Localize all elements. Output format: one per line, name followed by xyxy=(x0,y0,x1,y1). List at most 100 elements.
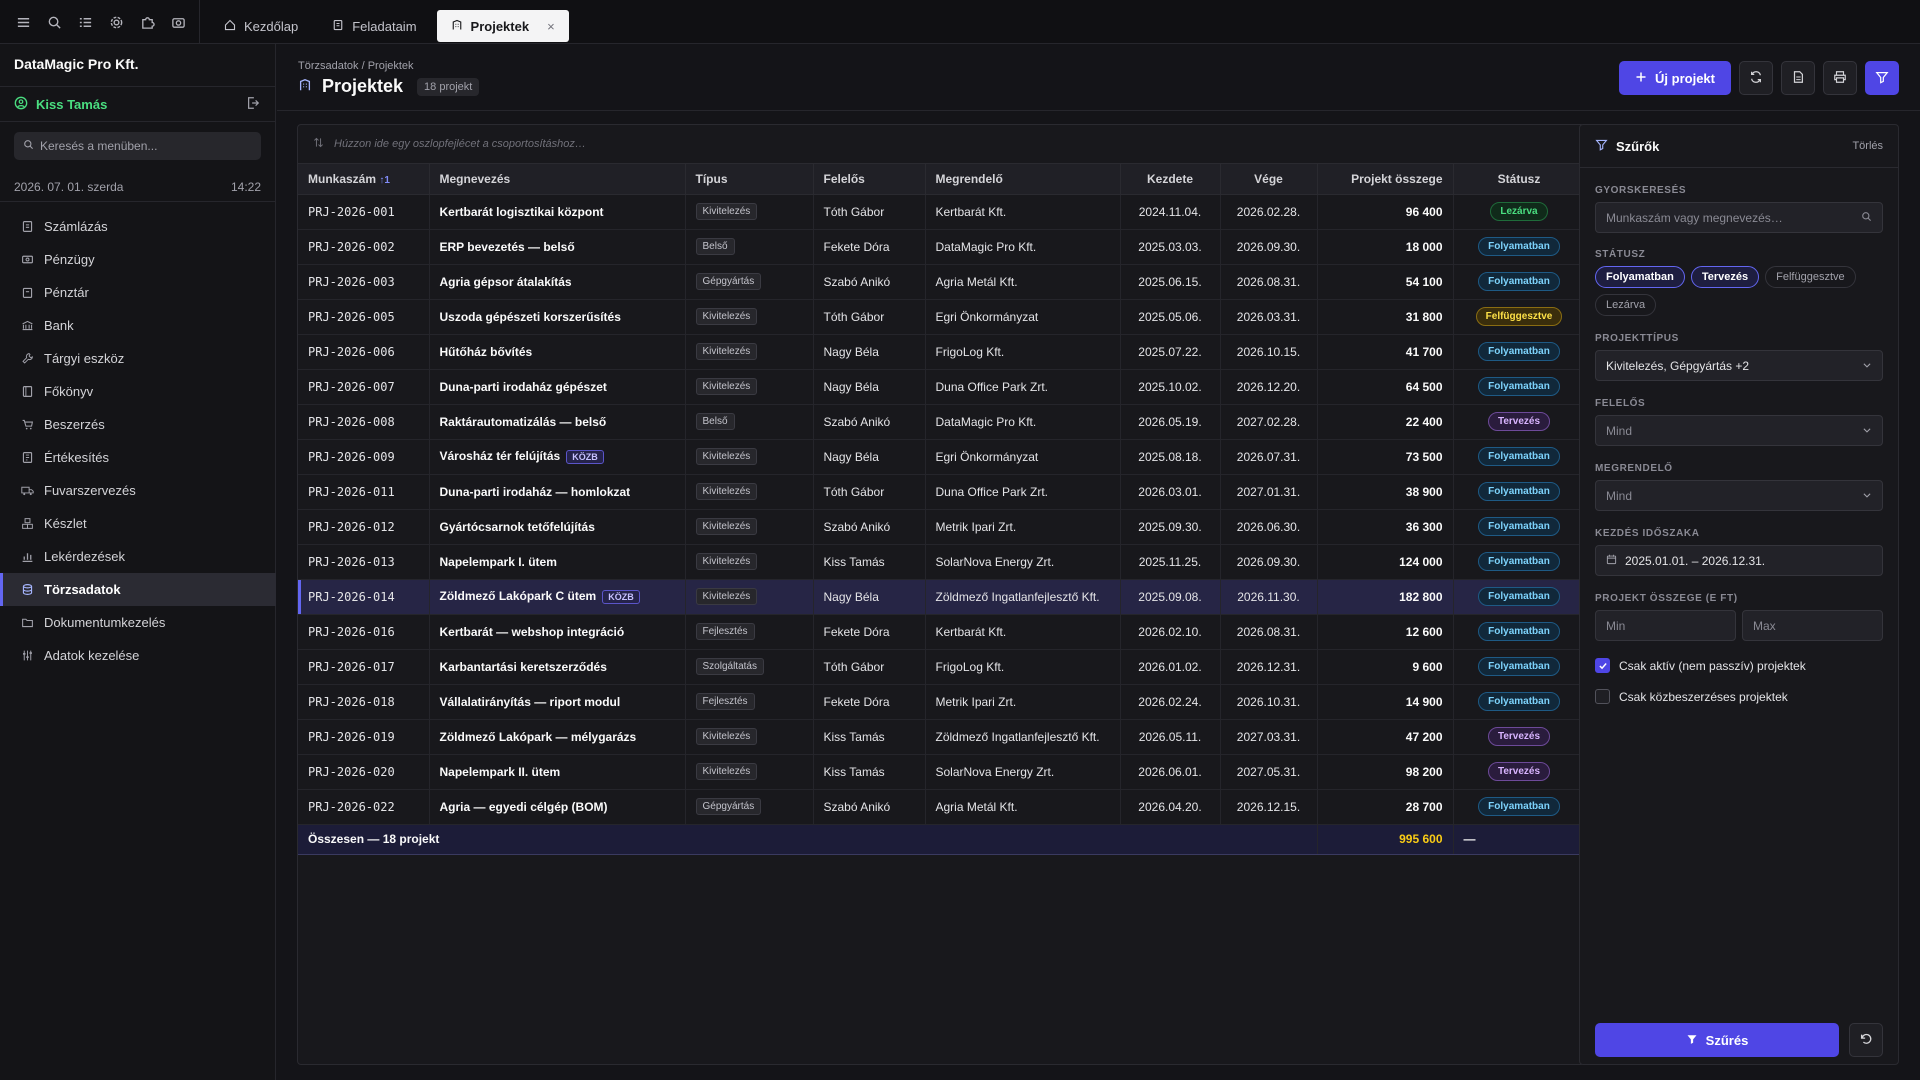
column-header-statusz[interactable]: Státusz xyxy=(1453,164,1584,195)
sales-icon xyxy=(20,451,34,465)
column-header-megrendelo[interactable]: Megrendelő xyxy=(925,164,1121,195)
filter-icon xyxy=(1875,70,1889,87)
status-chip-lezarva[interactable]: Lezárva xyxy=(1595,294,1657,316)
column-header-tipus[interactable]: Típus xyxy=(685,164,814,195)
client-select[interactable]: Mind xyxy=(1595,480,1883,511)
new-project-button[interactable]: Új projekt xyxy=(1619,61,1731,95)
sort-indicator: ↑1 xyxy=(379,174,390,186)
table-row[interactable]: PRJ-2026-011 Duna-parti irodaház — homlok… xyxy=(298,474,1584,510)
table-row[interactable]: PRJ-2026-005 Uszoda gépészeti korszerűsít… xyxy=(298,299,1584,335)
sidebar-item-szamlazas[interactable]: Számlázás xyxy=(0,210,276,243)
sidebar-item-keszlet[interactable]: Készlet xyxy=(0,507,276,540)
active-only-checkbox[interactable]: Csak aktív (nem passzív) projektek xyxy=(1595,658,1806,673)
tab-projektek[interactable]: Projektek × xyxy=(436,10,569,42)
column-header-kezdete[interactable]: Kezdete xyxy=(1120,164,1221,195)
owner-value: Mind xyxy=(1606,423,1633,438)
sidebar-item-fokonyv[interactable]: Főkönyv xyxy=(0,375,276,408)
table-row[interactable]: PRJ-2026-013 Napelempark I. ütem Kivitelez… xyxy=(298,544,1584,580)
camera-icon[interactable] xyxy=(169,13,187,31)
sidebar-item-lekerdezesek[interactable]: Lekérdezések xyxy=(0,540,276,573)
filter-toggle-button[interactable] xyxy=(1865,61,1899,95)
new-project-label: Új projekt xyxy=(1655,70,1715,86)
cell-vege: 2026.10.31. xyxy=(1220,684,1318,720)
column-header-megnevezes[interactable]: Megnevezés xyxy=(429,164,686,195)
reset-filter-button[interactable] xyxy=(1849,1023,1883,1057)
cell-megnevezes: Uszoda gépészeti korszerűsítés xyxy=(429,299,686,335)
table-row[interactable]: PRJ-2026-008 Raktárautomatizálás — belső B… xyxy=(298,404,1584,440)
clear-filters-link[interactable]: Törlés xyxy=(1852,140,1883,152)
menu-search-input[interactable]: Keresés a menüben... xyxy=(14,132,261,160)
apply-filter-button[interactable]: Szűrés xyxy=(1595,1023,1839,1057)
cell-projekt-osszege: 28 700 xyxy=(1317,789,1454,825)
cell-kezdete: 2024.11.04. xyxy=(1120,194,1221,230)
checklist-icon[interactable] xyxy=(76,13,94,31)
sidebar-item-beszerzes[interactable]: Beszerzés xyxy=(0,408,276,441)
group-panel[interactable]: Húzzon ide egy oszlopfejlécet a csoporto… xyxy=(298,125,1584,164)
checkbox-checked[interactable] xyxy=(1595,658,1610,673)
column-header-vege[interactable]: Vége xyxy=(1220,164,1318,195)
table-row[interactable]: PRJ-2026-014 Zöldmező Lakópark C ütem KÖZB… xyxy=(298,579,1584,615)
owner-select[interactable]: Mind xyxy=(1595,415,1883,446)
menu-icon[interactable] xyxy=(14,13,32,31)
gear-icon[interactable] xyxy=(107,13,125,31)
export-button[interactable] xyxy=(1781,61,1815,95)
home-icon xyxy=(224,19,236,34)
print-button[interactable] xyxy=(1823,61,1857,95)
count-badge: 18 projekt xyxy=(417,77,480,96)
column-header-munkaszam[interactable]: Munkaszám ↑1 xyxy=(298,164,430,195)
search-icon[interactable] xyxy=(45,13,63,31)
table-row[interactable]: PRJ-2026-006 Hűtőház bővítés Kivitelezés Na… xyxy=(298,334,1584,370)
public-only-checkbox[interactable]: Csak közbeszerzéses projektek xyxy=(1595,689,1788,704)
table-row[interactable]: PRJ-2026-022 Agria — egyedi célgép (BOM) G… xyxy=(298,789,1584,825)
checkbox-unchecked[interactable] xyxy=(1595,689,1610,704)
sidebar-item-targyi-eszkoz[interactable]: Tárgyi eszköz xyxy=(0,342,276,375)
close-tab-icon[interactable]: × xyxy=(547,18,555,34)
table-row[interactable]: PRJ-2026-003 Agria gépsor átalakítás Gépgy… xyxy=(298,264,1584,300)
amount-max-input[interactable]: Max xyxy=(1742,610,1883,641)
cell-vege: 2027.01.31. xyxy=(1220,474,1318,510)
table-row[interactable]: PRJ-2026-002 ERP bevezetés — belső Belső Fe… xyxy=(298,229,1584,265)
sidebar-item-penztar[interactable]: Pénztár xyxy=(0,276,276,309)
cell-megnevezes: Kertbarát — webshop integráció xyxy=(429,614,686,650)
ledger-icon xyxy=(20,385,34,399)
column-header-felelos[interactable]: Felelős xyxy=(813,164,926,195)
cell-projekt-osszege: 64 500 xyxy=(1317,369,1454,405)
sidebar-item-fuvarszervezes[interactable]: Fuvarszervezés xyxy=(0,474,276,507)
cell-projekt-osszege: 73 500 xyxy=(1317,439,1454,475)
sidebar-item-adatok-kezelese[interactable]: Adatok kezelése xyxy=(0,639,276,672)
puzzle-icon[interactable] xyxy=(138,13,156,31)
current-user[interactable]: Kiss Tamás xyxy=(14,96,107,113)
search-placeholder: Keresés a menüben... xyxy=(40,139,158,153)
table-row[interactable]: PRJ-2026-007 Duna-parti irodaház gépészet… xyxy=(298,369,1584,405)
refresh-button[interactable] xyxy=(1739,61,1773,95)
tab-kezdolap[interactable]: Kezdőlap xyxy=(210,10,312,42)
period-input[interactable]: 2025.01.01. – 2026.12.31. xyxy=(1595,545,1883,576)
sidebar-item-penzugy[interactable]: Pénzügy xyxy=(0,243,276,276)
table-row[interactable]: PRJ-2026-018 Vállalatirányítás — riport m… xyxy=(298,684,1584,720)
table-row[interactable]: PRJ-2026-001 Kertbarát logisztikai közpon… xyxy=(298,194,1584,230)
sidebar-item-dokumentumkezeles[interactable]: Dokumentumkezelés xyxy=(0,606,276,639)
cell-vege: 2026.10.15. xyxy=(1220,334,1318,370)
cell-kezdete: 2026.01.02. xyxy=(1120,649,1221,685)
tab-feladataim[interactable]: Feladataim xyxy=(318,10,430,42)
sidebar-item-bank[interactable]: Bank xyxy=(0,309,276,342)
table-row[interactable]: PRJ-2026-019 Zöldmező Lakópark — mélygará… xyxy=(298,719,1584,755)
logout-icon[interactable] xyxy=(246,96,260,113)
cell-kezdete: 2026.05.19. xyxy=(1120,404,1221,440)
sidebar-item-ertekesites[interactable]: Értékesítés xyxy=(0,441,276,474)
status-chip-folyamatban[interactable]: Folyamatban xyxy=(1595,266,1685,288)
table-row[interactable]: PRJ-2026-009 Városház tér felújítás KÖZB Ki… xyxy=(298,439,1584,475)
status-chip-tervezes[interactable]: Tervezés xyxy=(1690,266,1760,288)
table-row[interactable]: PRJ-2026-017 Karbantartási keretszerződés… xyxy=(298,649,1584,685)
table-row[interactable]: PRJ-2026-020 Napelempark II. ütem Kivitele… xyxy=(298,754,1584,790)
table-row[interactable]: PRJ-2026-016 Kertbarát — webshop integrác… xyxy=(298,614,1584,650)
amount-min-input[interactable]: Min xyxy=(1595,610,1736,641)
table-row[interactable]: PRJ-2026-012 Gyártócsarnok tetőfelújítás K… xyxy=(298,509,1584,545)
quick-search-input[interactable]: Munkaszám vagy megnevezés… xyxy=(1595,202,1883,233)
project-type-select[interactable]: Kivitelezés, Gépgyártás +2 xyxy=(1595,350,1883,381)
status-chip-felfuggesztve[interactable]: Felfüggesztve xyxy=(1765,266,1856,288)
column-header-projekt-osszege[interactable]: Projekt összege xyxy=(1317,164,1454,195)
cell-statusz: Folyamatban xyxy=(1453,614,1584,650)
sidebar-item-torzsadatok[interactable]: Törzsadatok xyxy=(0,573,276,606)
cell-munkaszam: PRJ-2026-020 xyxy=(298,754,430,790)
